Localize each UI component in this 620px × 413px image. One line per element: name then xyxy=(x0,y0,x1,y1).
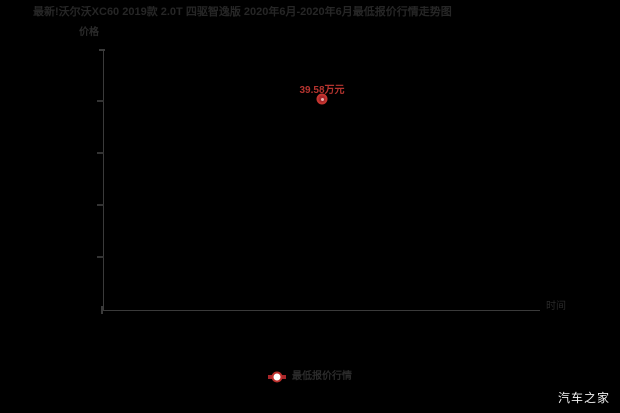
data-point[interactable]: 39.58万元 xyxy=(299,85,345,106)
x-axis-unit-label: 时间 xyxy=(546,301,566,312)
legend-item-label: 最低报价行情 xyxy=(292,371,352,382)
y-axis-tick xyxy=(97,100,104,102)
y-axis-tick xyxy=(97,256,104,258)
watermark: 汽车之家 xyxy=(557,391,610,405)
y-axis-unit-label: 价格 xyxy=(79,27,99,38)
legend-circle-line-marker-icon xyxy=(268,370,286,384)
chart-title: 最新!沃尔沃XC60 2019款 2.0T 四驱智逸版 2020年6月-2020… xyxy=(33,6,452,18)
chart-legend: 最低报价行情 xyxy=(0,370,620,384)
y-axis-tick xyxy=(97,152,104,154)
x-axis-cap xyxy=(101,306,103,314)
data-point-marker[interactable] xyxy=(316,93,328,105)
data-point-label: 39.58万元 xyxy=(299,85,345,96)
y-axis-line xyxy=(103,50,104,311)
y-axis-tick xyxy=(97,204,104,206)
y-axis-cap xyxy=(99,49,105,51)
x-axis-line xyxy=(103,310,540,311)
